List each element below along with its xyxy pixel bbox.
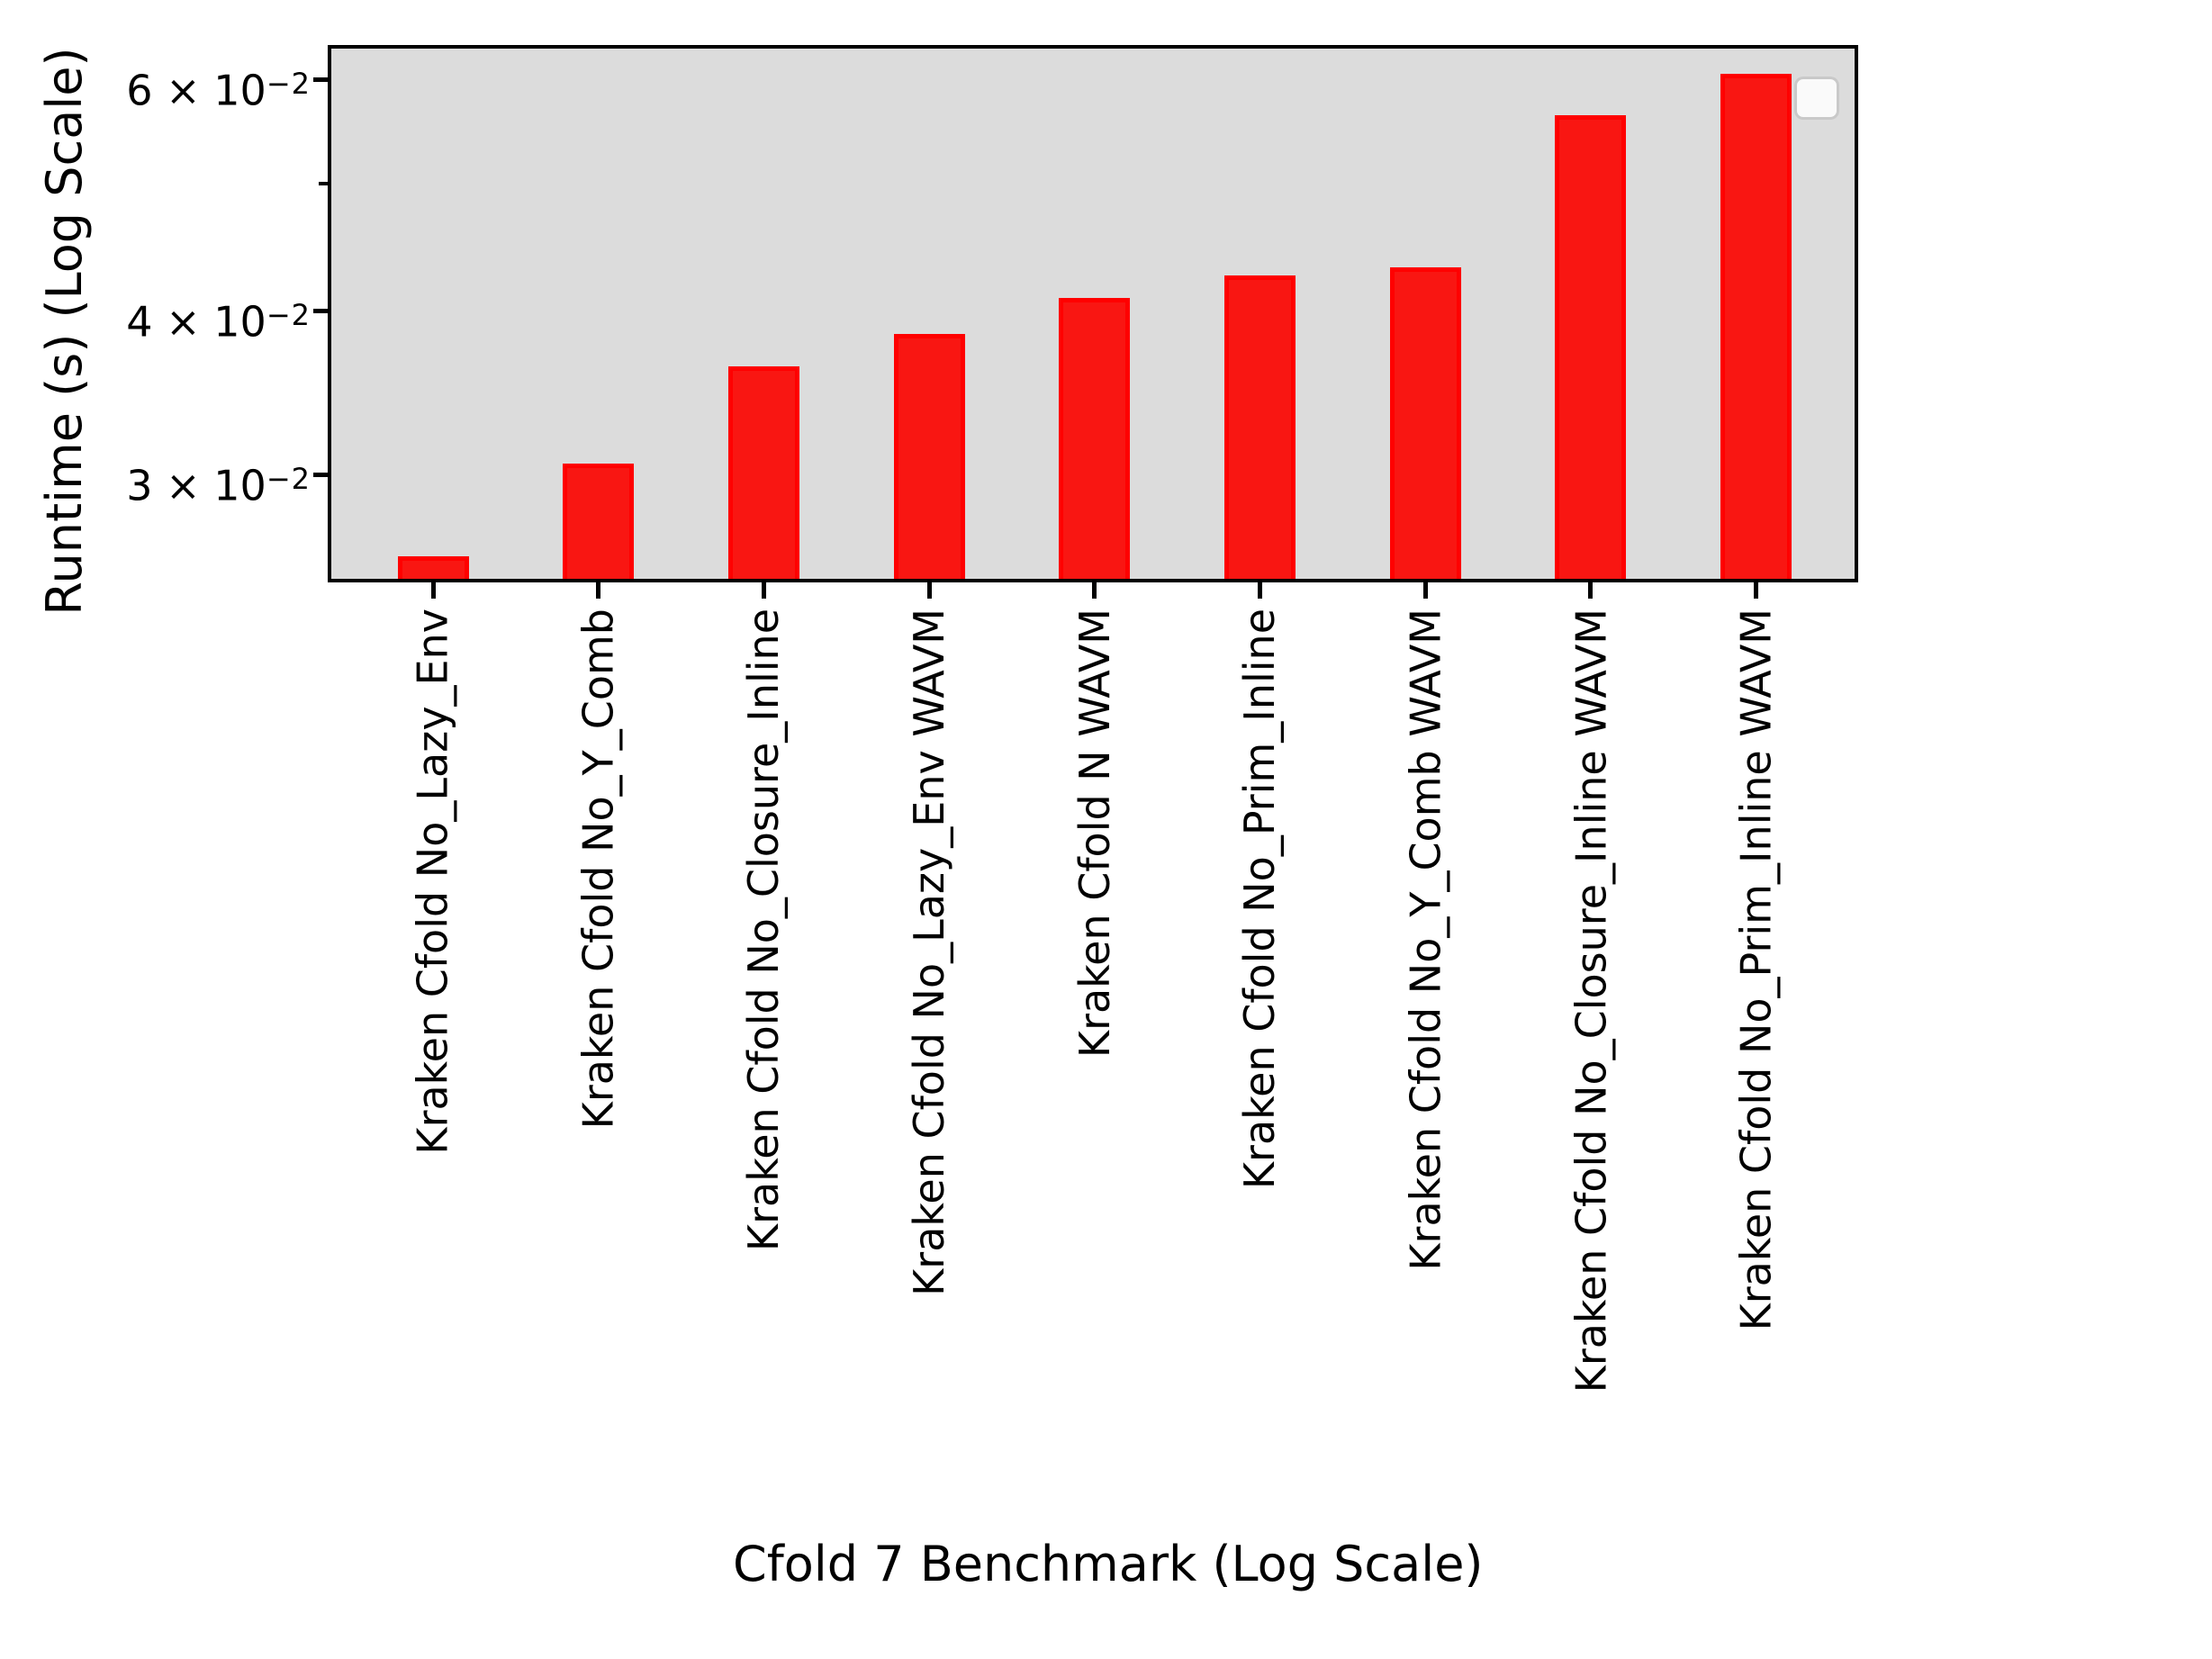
- x-tick-label: Kraken Cfold No_Lazy_Env: [409, 609, 457, 1155]
- y-major-tick: [313, 309, 328, 314]
- legend-box: [1794, 77, 1839, 120]
- bar: [893, 334, 965, 579]
- x-major-tick: [1092, 582, 1097, 599]
- x-tick-label: Kraken Cfold No_Y_Comb: [573, 609, 623, 1130]
- x-major-tick: [430, 582, 436, 599]
- bar: [397, 556, 469, 579]
- x-major-tick: [596, 582, 601, 599]
- x-tick-label: Kraken Cfold N WAVM: [1070, 609, 1119, 1059]
- y-tick-label: 4 × 10−2: [126, 281, 311, 346]
- x-tick-label: Kraken Cfold No_Y_Comb WAVM: [1401, 609, 1450, 1271]
- bar: [1224, 275, 1296, 579]
- y-minor-tick: [319, 182, 328, 186]
- bar: [727, 365, 799, 579]
- bar: [563, 464, 635, 579]
- plot-area: [328, 45, 1858, 582]
- x-major-tick: [761, 582, 766, 599]
- x-tick-label: Kraken Cfold No_Lazy_Env WAVM: [905, 609, 954, 1296]
- x-axis-title: Cfold 7 Benchmark (Log Scale): [733, 1536, 1484, 1592]
- x-major-tick: [926, 582, 932, 599]
- x-tick-label: Kraken Cfold No_Prim_Inline WAVM: [1731, 609, 1781, 1331]
- bar: [1555, 115, 1627, 579]
- x-major-tick: [1754, 582, 1759, 599]
- x-tick-label: Kraken Cfold No_Prim_Inline: [1235, 609, 1285, 1190]
- y-tick-label-exponent: −2: [266, 297, 311, 332]
- y-axis-title: Runtime (s) (Log Scale): [36, 47, 93, 616]
- y-major-tick: [313, 77, 328, 83]
- bar: [1720, 73, 1792, 579]
- y-tick-label-mantissa: 4 × 10: [126, 296, 266, 346]
- y-tick-label-exponent: −2: [266, 66, 311, 101]
- y-tick-label-exponent: −2: [266, 461, 311, 496]
- y-major-tick: [313, 473, 328, 478]
- y-tick-label-mantissa: 3 × 10: [126, 460, 266, 509]
- y-tick-label: 3 × 10−2: [126, 445, 311, 509]
- bar: [1389, 266, 1461, 579]
- x-tick-label: Kraken Cfold No_Closure_Inline: [739, 609, 789, 1252]
- x-major-tick: [1588, 582, 1594, 599]
- x-major-tick: [1422, 582, 1428, 599]
- x-major-tick: [1258, 582, 1262, 599]
- y-tick-label-mantissa: 6 × 10: [126, 66, 266, 115]
- x-tick-label: Kraken Cfold No_Closure_Inline WAVM: [1566, 609, 1615, 1393]
- bar: [1059, 298, 1131, 579]
- y-tick-label: 6 × 10−2: [126, 50, 311, 115]
